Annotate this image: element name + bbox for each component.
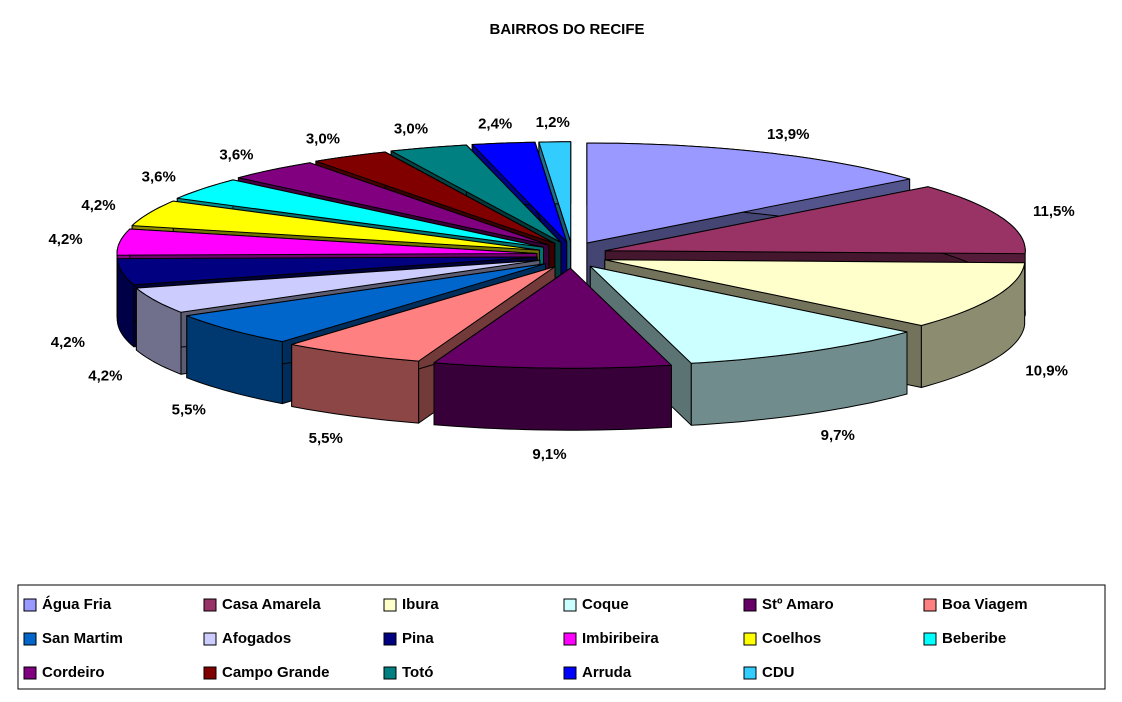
legend-label: Coelhos [762, 630, 821, 647]
legend-swatch [203, 632, 217, 646]
slice-top [604, 186, 1026, 255]
legend-label: Casa Amarela [222, 596, 321, 613]
pie-slice [433, 267, 672, 431]
data-label: 11,5% [1033, 203, 1075, 220]
legend-label: Água Fria [42, 596, 112, 613]
legend-label: Cordeiro [42, 664, 105, 681]
legend-swatch [203, 598, 217, 612]
slice-top [315, 151, 556, 244]
data-label: 3,6% [142, 169, 176, 186]
data-label: 1,2% [536, 114, 570, 131]
legend-swatch [743, 666, 757, 680]
legend-label: Totó [402, 664, 433, 681]
legend-label: Arruda [582, 664, 632, 681]
legend-label: CDU [762, 664, 795, 681]
slice-top [433, 267, 672, 369]
slice-top [131, 200, 540, 251]
slice-top [538, 141, 572, 243]
legend-label: Campo Grande [222, 664, 330, 681]
data-label: 3,0% [306, 131, 340, 148]
legend-label: Boa Viagem [942, 596, 1028, 613]
data-label: 9,7% [821, 427, 855, 444]
slice-side [433, 362, 672, 431]
data-label: 10,9% [1025, 362, 1068, 379]
slice-top [116, 256, 538, 286]
slice-top [390, 144, 562, 243]
legend-label: Pina [402, 630, 434, 647]
data-label: 3,6% [219, 146, 253, 163]
slice-top [604, 259, 1026, 326]
legend-swatch [23, 632, 37, 646]
legend-swatch [23, 598, 37, 612]
data-label: 13,9% [767, 126, 810, 143]
legend-swatch [923, 598, 937, 612]
data-label: 5,5% [172, 401, 206, 418]
legend-swatch [23, 666, 37, 680]
slice-top [237, 162, 550, 246]
legend-swatch [563, 598, 577, 612]
legend-swatch [923, 632, 937, 646]
chart-title: BAIRROS DO RECIFE [489, 21, 644, 38]
slice-top [116, 228, 538, 256]
legend-label: Coque [582, 596, 629, 613]
data-label: 4,2% [88, 367, 122, 384]
legend-label: Beberibe [942, 630, 1006, 647]
legend-swatch [563, 666, 577, 680]
data-label: 4,2% [81, 197, 115, 214]
legend-swatch [743, 632, 757, 646]
legend-swatch [563, 632, 577, 646]
legend-swatch [743, 598, 757, 612]
legend-swatch [383, 598, 397, 612]
legend-label: San Martim [42, 630, 123, 647]
data-label: 4,2% [48, 231, 82, 248]
slice-top [186, 263, 546, 343]
legend-swatch [203, 666, 217, 680]
data-label: 3,0% [394, 121, 428, 138]
legend-swatch [383, 666, 397, 680]
data-label: 5,5% [309, 430, 343, 447]
slice-top [135, 259, 541, 313]
slice-top [586, 142, 911, 244]
slice-top [589, 265, 908, 364]
legend-label: Ibura [402, 596, 439, 613]
slice-top [471, 141, 568, 243]
data-label: 4,2% [51, 334, 85, 351]
slice-top [291, 266, 556, 362]
legend-label: Imbiribeira [582, 630, 659, 647]
data-label: 2,4% [478, 115, 512, 132]
data-label: 9,1% [532, 446, 566, 463]
legend-label: Stº Amaro [762, 596, 834, 613]
slice-top [176, 179, 544, 248]
legend-label: Afogados [222, 630, 291, 647]
legend-swatch [383, 632, 397, 646]
